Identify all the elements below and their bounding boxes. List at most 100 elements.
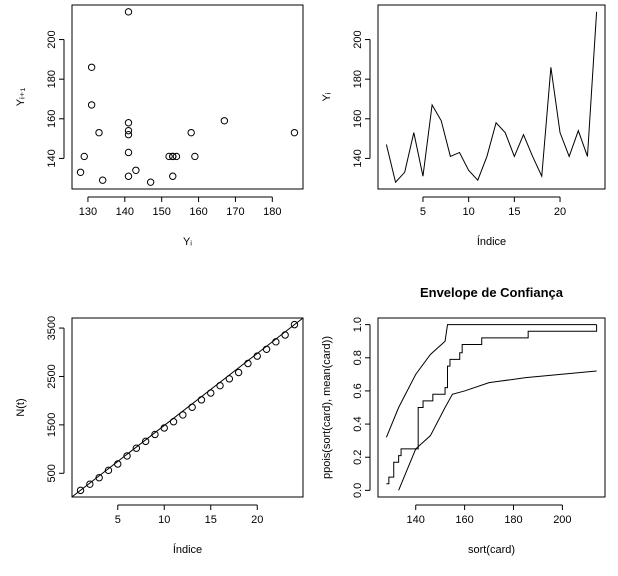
point xyxy=(132,444,141,452)
y-tick-label: 0.8 xyxy=(352,350,364,365)
envelope-line xyxy=(385,324,597,438)
envelope-line xyxy=(398,370,597,491)
point xyxy=(124,130,133,139)
y-tick-label: 1.0 xyxy=(352,317,364,332)
point xyxy=(187,128,195,137)
y-tick-label: 0.0 xyxy=(352,483,364,498)
y-tick-label: 0.2 xyxy=(352,450,364,465)
point xyxy=(225,375,234,383)
step-line xyxy=(386,324,598,485)
point xyxy=(191,152,199,161)
y-tick-label: 2500 xyxy=(46,364,58,388)
point xyxy=(87,63,96,71)
point xyxy=(165,152,173,161)
point xyxy=(76,168,85,176)
point xyxy=(244,359,252,368)
x-tick-label: 15 xyxy=(508,206,520,218)
y-tick-label: 200 xyxy=(352,30,364,48)
point xyxy=(151,430,159,439)
point xyxy=(124,8,133,16)
point xyxy=(87,101,96,109)
point xyxy=(114,460,122,468)
x-tick-label: 180 xyxy=(263,206,281,218)
x-axis-label: sort(card) xyxy=(468,544,515,556)
point xyxy=(290,320,299,329)
point xyxy=(179,411,187,419)
y-axis-label: N(t) xyxy=(15,398,27,416)
point xyxy=(172,152,181,161)
point xyxy=(207,389,215,397)
x-axis-label: Índice xyxy=(173,543,202,556)
plot-frame xyxy=(377,317,606,498)
y-tick-label: 0.4 xyxy=(352,416,364,431)
point xyxy=(124,172,133,180)
point xyxy=(124,126,133,135)
point xyxy=(220,117,229,125)
data-line xyxy=(385,11,598,184)
point xyxy=(95,128,103,137)
point xyxy=(169,418,178,426)
x-tick-label: 150 xyxy=(153,206,171,218)
y-tick-label: 200 xyxy=(46,30,58,48)
point xyxy=(123,452,131,460)
point xyxy=(124,119,133,127)
y-tick-label: 3500 xyxy=(46,316,58,340)
point xyxy=(197,396,206,404)
x-axis-label: Índice xyxy=(477,235,506,248)
point xyxy=(104,466,113,475)
point xyxy=(95,474,103,482)
plot-frame xyxy=(71,4,304,190)
y-tick-label: 180 xyxy=(46,70,58,88)
point xyxy=(290,128,299,137)
y-tick-label: 160 xyxy=(352,110,364,128)
x-tick-label: 130 xyxy=(79,206,97,218)
point xyxy=(124,148,133,157)
y-tick-label: 500 xyxy=(46,464,58,482)
point xyxy=(141,437,150,446)
y-axis-label: ppois(sort(card), mean(card)) xyxy=(321,336,333,479)
y-tick-label: 1500 xyxy=(46,413,58,437)
y-tick-label: 140 xyxy=(46,149,58,167)
point xyxy=(253,352,261,360)
x-axis-label: Yᵢ xyxy=(183,236,192,248)
x-tick-label: 140 xyxy=(116,206,134,218)
point xyxy=(76,486,85,495)
y-tick-label: 180 xyxy=(352,70,364,88)
plot-frame xyxy=(71,317,304,498)
point xyxy=(132,166,140,174)
y-tick-label: 0.6 xyxy=(352,383,364,398)
point xyxy=(80,152,88,161)
chart-title: Envelope de Confiança xyxy=(420,285,564,300)
point xyxy=(160,424,168,432)
x-tick-label: 140 xyxy=(407,514,425,526)
y-tick-label: 160 xyxy=(46,110,58,128)
point xyxy=(86,480,94,488)
x-tick-label: 170 xyxy=(226,206,244,218)
x-tick-label: 160 xyxy=(455,514,473,526)
point xyxy=(281,331,289,339)
x-tick-label: 160 xyxy=(189,206,207,218)
x-tick-label: 10 xyxy=(463,206,475,218)
point xyxy=(272,338,280,346)
point xyxy=(262,345,271,353)
point xyxy=(98,176,107,184)
y-tick-label: 140 xyxy=(352,149,364,167)
x-tick-label: 5 xyxy=(115,514,121,526)
y-axis-label: Yᵢ xyxy=(321,92,333,101)
x-tick-label: 180 xyxy=(504,514,522,526)
x-tick-label: 20 xyxy=(554,206,566,218)
x-tick-label: 5 xyxy=(420,206,426,218)
point xyxy=(188,403,196,411)
point xyxy=(146,178,155,186)
x-tick-label: 20 xyxy=(251,514,263,526)
x-tick-label: 15 xyxy=(205,514,217,526)
x-tick-label: 200 xyxy=(553,514,571,526)
point xyxy=(234,368,243,377)
point xyxy=(169,152,177,161)
point xyxy=(169,172,177,180)
y-axis-label: Yᵢ₊₁ xyxy=(15,87,27,106)
reference-line xyxy=(71,317,304,498)
plot-frame xyxy=(377,4,606,190)
x-tick-label: 10 xyxy=(158,514,170,526)
